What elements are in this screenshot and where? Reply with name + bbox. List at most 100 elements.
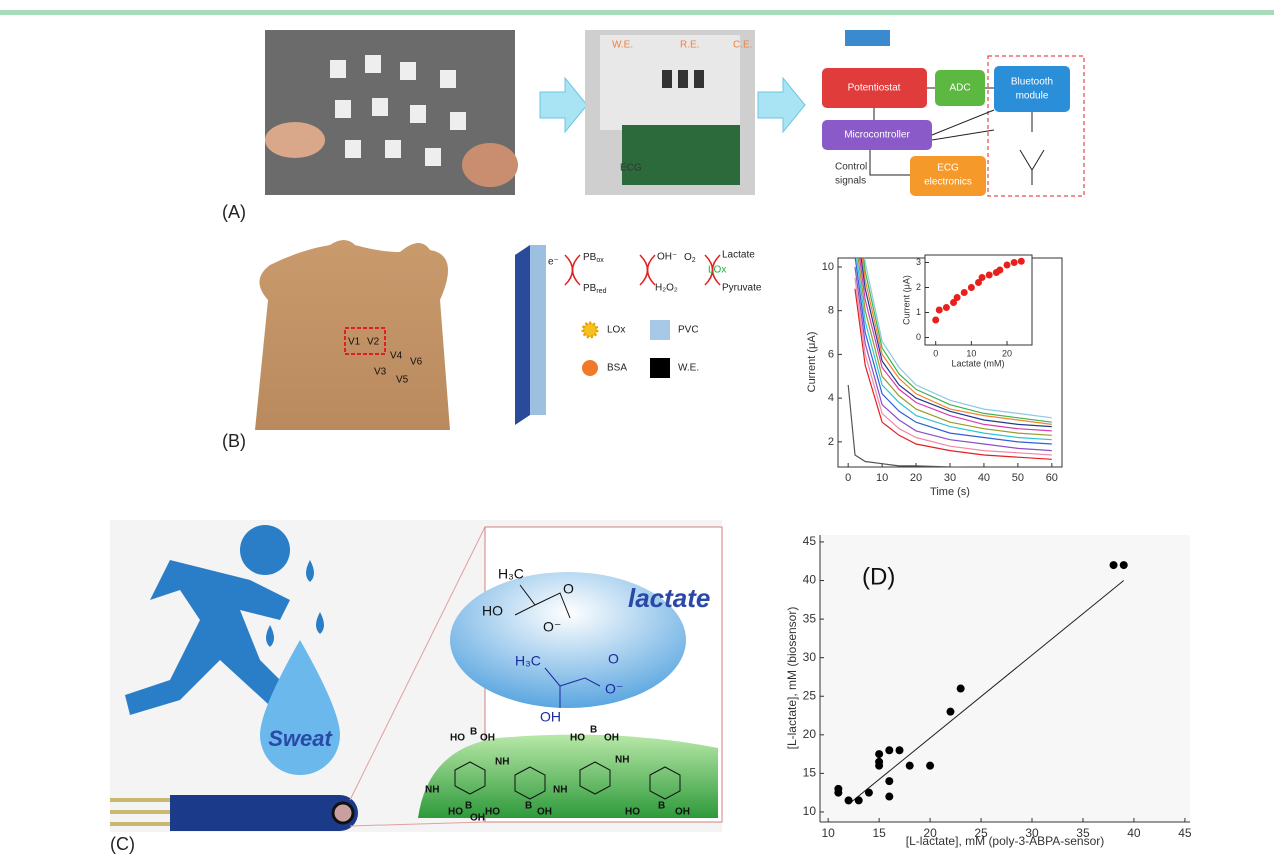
y-tick-label: 0 bbox=[916, 332, 921, 342]
lactate-label: lactate bbox=[628, 583, 710, 613]
x-tick-label: 0 bbox=[845, 472, 851, 484]
atom-label: NH bbox=[615, 755, 629, 766]
panel-label: (C) bbox=[110, 834, 135, 854]
atom-label: O⁻ bbox=[605, 681, 623, 697]
atom-label: NH bbox=[495, 757, 509, 768]
data-point bbox=[926, 761, 935, 770]
block-label: ECG bbox=[937, 163, 959, 174]
y-tick-label: 25 bbox=[803, 688, 817, 702]
y-tick-label: 10 bbox=[803, 804, 817, 818]
arrow bbox=[757, 76, 806, 134]
data-point bbox=[975, 279, 982, 286]
panel-label: (A) bbox=[222, 202, 246, 222]
x-axis-label: Lactate (mM) bbox=[951, 358, 1004, 368]
electron-label: e⁻ bbox=[548, 257, 559, 268]
data-line bbox=[864, 258, 1052, 419]
atom-label: B bbox=[470, 727, 477, 738]
data-point bbox=[834, 788, 843, 797]
species-label: H₂O₂ bbox=[655, 283, 678, 294]
lead-label: V1 bbox=[348, 337, 361, 348]
x-tick-label: 30 bbox=[944, 472, 956, 484]
data-point bbox=[844, 796, 853, 805]
plot-marks bbox=[834, 561, 1128, 805]
species-label: PB bbox=[583, 252, 597, 263]
x-tick-label: 40 bbox=[978, 472, 990, 484]
y-axis-label: [L-lactate], mM (biosensor) bbox=[785, 607, 799, 750]
legend-label: BSA bbox=[607, 363, 627, 374]
atom-label: HO bbox=[482, 603, 503, 619]
sweat-drop bbox=[260, 640, 340, 775]
species-label: OH⁻ bbox=[657, 252, 677, 263]
block-label: Potentiostat bbox=[848, 83, 901, 94]
data-point bbox=[978, 274, 986, 281]
data-line bbox=[854, 258, 1052, 445]
atom-label: B bbox=[658, 801, 665, 812]
y-tick-label: 8 bbox=[828, 305, 834, 317]
dashed-box bbox=[987, 55, 1085, 197]
data-point bbox=[950, 299, 958, 306]
fit-line bbox=[848, 580, 1125, 805]
block bbox=[822, 120, 932, 150]
runner bbox=[125, 525, 324, 715]
data-point bbox=[967, 284, 975, 291]
plot-area bbox=[820, 535, 1190, 822]
atom-label: B bbox=[525, 801, 532, 812]
circuit-board bbox=[622, 125, 740, 185]
data-point bbox=[885, 792, 894, 801]
y-tick-label: 45 bbox=[803, 534, 817, 548]
x-axis-label: [L-lactate], mM (poly-3-ABPA-sensor) bbox=[906, 834, 1105, 848]
atom-label: OH bbox=[537, 807, 552, 818]
data-point bbox=[905, 761, 914, 770]
data-point bbox=[875, 761, 884, 770]
atom-label: H₃C bbox=[515, 653, 541, 669]
y-axis-label: Current (μA) bbox=[901, 275, 911, 325]
x-tick-label: 0 bbox=[933, 348, 938, 358]
x-tick-label: 10 bbox=[876, 472, 888, 484]
sweat-label: Sweat bbox=[268, 726, 333, 751]
atom-label: OH bbox=[470, 813, 485, 824]
data-point bbox=[895, 746, 904, 755]
block bbox=[994, 66, 1070, 112]
plot-marks bbox=[932, 257, 1025, 324]
atom-label: B bbox=[590, 725, 597, 736]
species-label: ox bbox=[596, 257, 604, 264]
data-point bbox=[1109, 561, 1118, 570]
electrode-label: R.E. bbox=[680, 40, 699, 51]
data-point bbox=[1003, 261, 1011, 269]
electrode-label: W.E. bbox=[612, 40, 633, 51]
plot-marks bbox=[847, 258, 1052, 467]
x-tick-label: 20 bbox=[910, 472, 922, 484]
data-point bbox=[996, 266, 1004, 274]
block bbox=[935, 70, 985, 106]
data-point bbox=[953, 294, 961, 301]
lead-label: V6 bbox=[410, 357, 423, 368]
data-line bbox=[860, 258, 1052, 428]
lead-label: V5 bbox=[396, 375, 409, 386]
lactate-cloud bbox=[450, 572, 686, 708]
x-tick-label: 30 bbox=[1025, 826, 1039, 840]
atom-label: OH bbox=[540, 709, 561, 725]
y-tick-label: 2 bbox=[916, 282, 921, 292]
species-label: 2 bbox=[692, 257, 696, 264]
x-tick-label: 10 bbox=[966, 348, 976, 358]
block bbox=[822, 68, 927, 108]
atom-label: NH bbox=[425, 785, 439, 796]
species-label: Pyruvate bbox=[722, 283, 762, 294]
data-line bbox=[862, 258, 1052, 423]
sensor-electrode bbox=[331, 801, 355, 825]
species-label: O bbox=[684, 252, 692, 263]
x-tick-label: 20 bbox=[1002, 348, 1012, 358]
sensor-leads bbox=[110, 798, 170, 826]
species-label: PB bbox=[583, 283, 597, 294]
connectors bbox=[869, 87, 1045, 185]
atom-label: HO bbox=[570, 733, 585, 744]
data-point bbox=[932, 316, 940, 324]
atom-label: O bbox=[608, 651, 619, 667]
y-tick-label: 35 bbox=[803, 611, 817, 625]
data-line bbox=[861, 258, 1052, 425]
data-point bbox=[885, 777, 894, 786]
atom-label: NH bbox=[553, 785, 567, 796]
block bbox=[910, 156, 986, 196]
enzyme-label: LOx bbox=[708, 265, 726, 276]
